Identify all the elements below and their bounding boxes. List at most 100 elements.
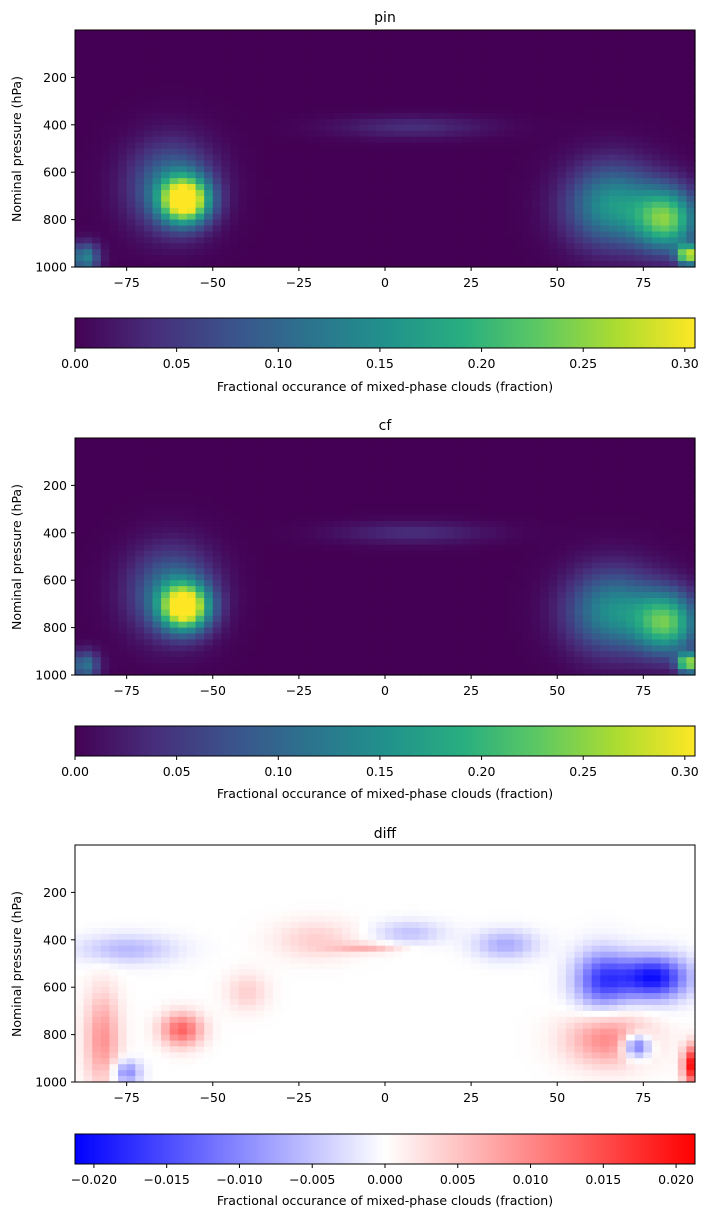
heatmap-cell [273,35,283,43]
heatmap-cell [677,509,687,516]
heatmap-cell [273,118,283,126]
heatmap-cell [100,154,111,161]
heatmap-cell [100,136,111,144]
heatmap-cell [402,438,412,445]
heatmap-cell [186,586,197,593]
heatmap-cell [669,53,679,61]
heatmap-cell [574,130,584,138]
heatmap-cell [195,485,205,492]
heatmap-cell [255,231,266,238]
heatmap-cell [402,89,412,96]
heatmap-cell [75,59,85,67]
heatmap-cell [161,538,171,546]
heatmap-cell [453,142,464,150]
heatmap-cell [118,213,128,221]
heatmap-cell [118,438,128,445]
heatmap-cell [126,574,136,581]
heatmap-cell [445,130,455,138]
heatmap-cell [75,101,85,108]
heatmap-cell [445,443,455,451]
heatmap-cell [83,520,93,528]
heatmap-cell [410,59,421,67]
heatmap-cell [281,455,291,463]
heatmap-cell [195,71,205,78]
heatmap-cell [92,83,102,90]
heatmap-cell [247,479,257,486]
heatmap-cell [169,261,179,268]
heatmap-cell [350,213,360,221]
heatmap-cell [376,172,386,179]
heatmap-cell [118,586,128,593]
heatmap-cell [496,580,507,587]
heatmap-cell [453,189,464,197]
heatmap-cell [565,101,576,108]
heatmap-cell [591,491,601,498]
heatmap-cell [462,201,472,209]
heatmap-cell [316,59,326,67]
heatmap-cell [410,520,421,528]
heatmap-cell [436,497,446,504]
heatmap-cell [204,154,214,161]
heatmap-cell [376,243,386,250]
heatmap-cell [230,160,240,167]
heatmap-cell [92,178,102,185]
heatmap-cell [316,112,326,120]
heatmap-cell [669,526,679,534]
heatmap-cell [419,172,429,179]
heatmap-cell [178,243,188,250]
heatmap-cell [143,112,154,120]
heatmap-cell [324,562,334,569]
heatmap-cell [83,461,93,469]
heatmap-cell [557,526,567,534]
heatmap-cell [230,586,240,593]
heatmap-cell [522,142,532,150]
heatmap-cell [565,550,576,558]
heatmap-cell [204,491,214,498]
heatmap-cell [496,166,507,173]
heatmap-cell [514,130,524,138]
heatmap-cell [135,526,145,534]
heatmap-cell [393,491,403,498]
heatmap-cell [75,509,85,516]
heatmap-cell [686,261,696,268]
heatmap-cell [169,473,179,481]
heatmap-cell [626,130,636,138]
heatmap-cell [264,467,274,475]
heatmap-cell [643,243,653,250]
heatmap-cell [522,562,532,569]
heatmap-cell [677,101,687,108]
heatmap-cell [660,124,670,132]
heatmap-cell [591,59,601,67]
heatmap-cell [522,243,532,250]
heatmap-cell [617,207,627,215]
heatmap-cell [212,603,222,611]
heatmap-cell [350,568,360,575]
heatmap-cell [126,118,136,126]
heatmap-cell [453,118,464,126]
heatmap-cell [135,41,145,49]
heatmap-cell [488,77,498,84]
heatmap-cell [316,467,326,475]
heatmap-cell [238,526,248,534]
heatmap-cell [264,213,274,221]
heatmap-cell [505,189,515,197]
heatmap-cell [92,231,102,238]
heatmap-cell [514,497,524,504]
heatmap-cell [617,592,627,599]
heatmap-cell [617,148,627,156]
heatmap-cell [109,195,119,203]
heatmap-cell [488,118,498,126]
heatmap-cell [307,532,317,540]
heatmap-cell [462,485,472,492]
heatmap-cell [660,455,670,463]
heatmap-cell [479,124,489,132]
heatmap-cell [531,550,541,558]
heatmap-cell [643,166,653,173]
heatmap-cell [686,112,696,120]
heatmap-cell [118,195,128,203]
heatmap-cell [204,455,214,463]
heatmap-cell [436,107,446,114]
heatmap-cell [531,485,541,492]
heatmap-cell [100,95,111,102]
heatmap-cell [643,65,653,73]
